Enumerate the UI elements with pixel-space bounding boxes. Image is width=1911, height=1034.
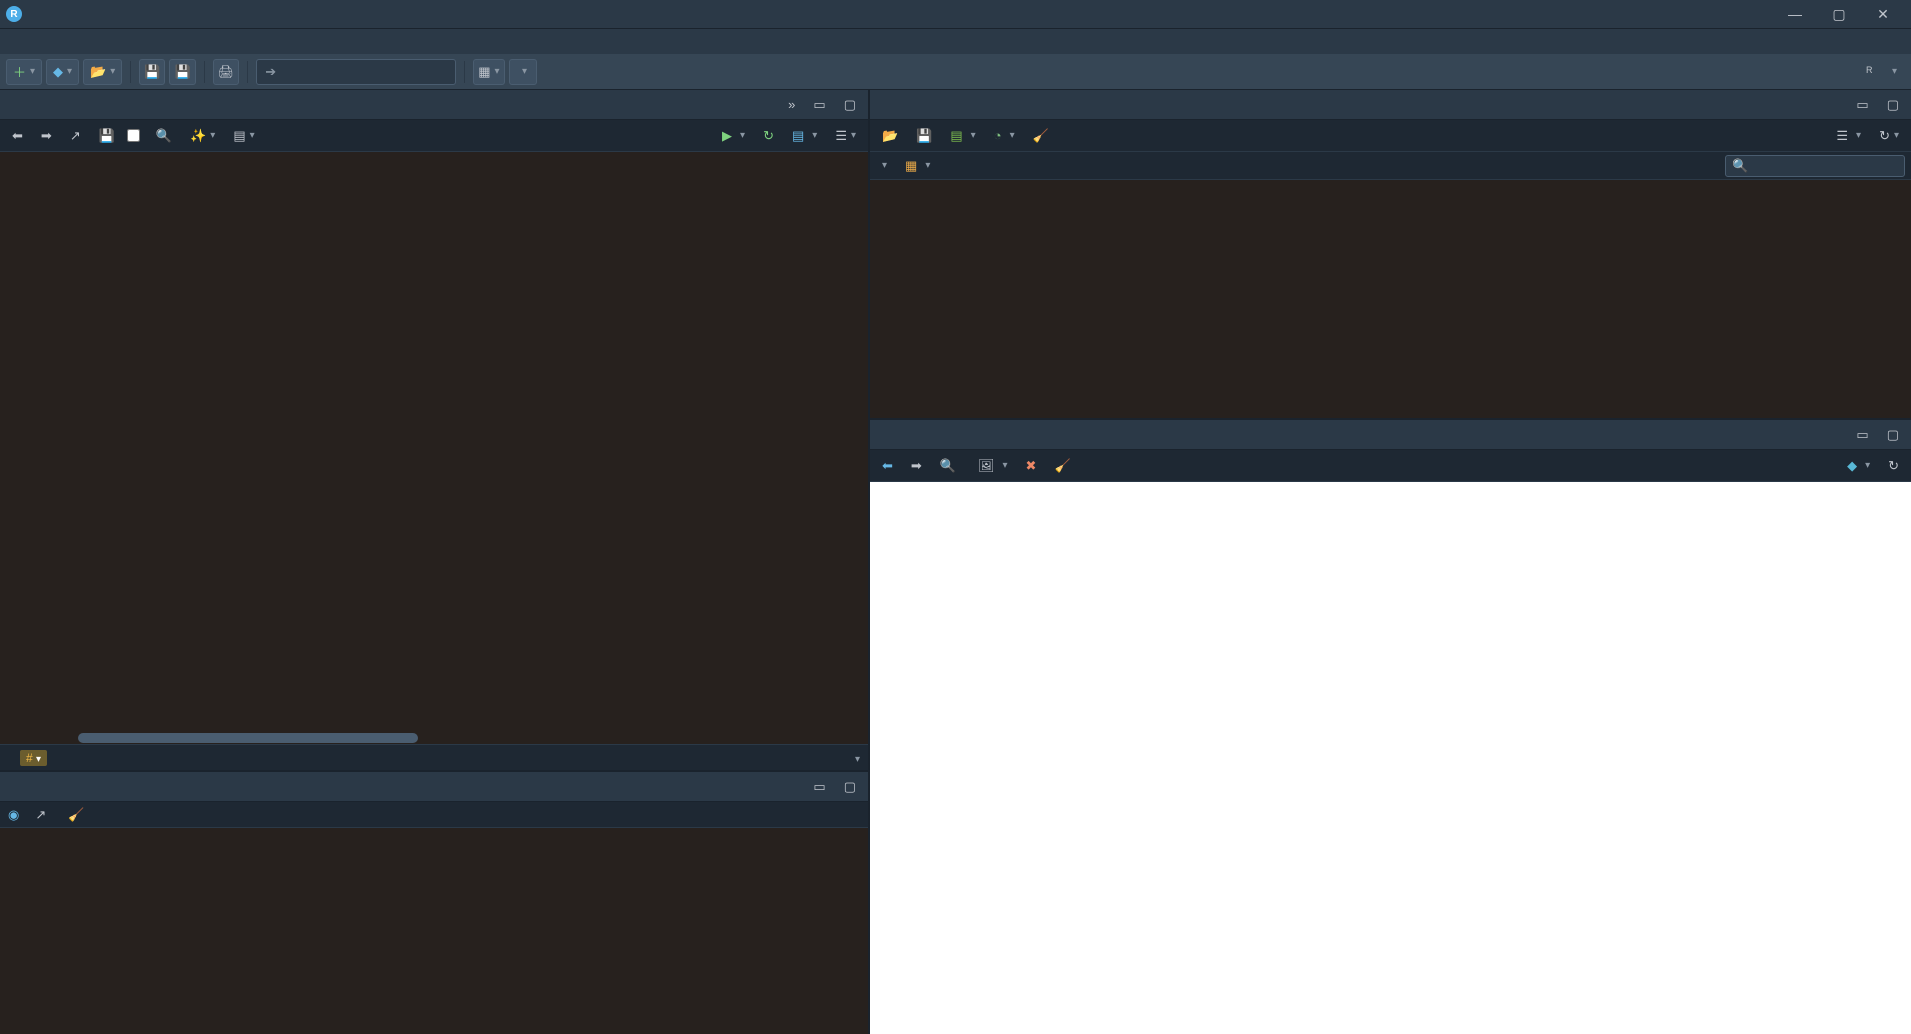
editor-horizontal-scrollbar[interactable] (68, 732, 868, 744)
console-tabs: ▭ ▢ (0, 772, 868, 802)
import-icon: ▤ (950, 128, 962, 144)
app-logo-icon: R (6, 6, 22, 22)
memory-indicator[interactable]: ◔ (988, 124, 1021, 148)
plot-area (870, 482, 1911, 1034)
clear-console-icon[interactable]: 🧹 (62, 803, 90, 827)
save-workspace-icon[interactable]: 💾 (910, 124, 938, 148)
remove-plot-icon[interactable]: ✖ (1020, 454, 1043, 478)
editor-tabs: » ▭ ▢ (0, 90, 868, 120)
load-workspace-icon[interactable]: 📂 (876, 124, 904, 148)
env-toolbar: 📂 💾 ▤ ◔ 🧹 ☰ ↻ (870, 120, 1911, 152)
source-on-save-checkbox[interactable] (127, 129, 144, 142)
maximize-button[interactable]: ▢ (1817, 0, 1861, 28)
save-icon[interactable]: 💾 (93, 124, 121, 148)
source-button[interactable]: ▤ (786, 124, 823, 148)
clear-plots-icon[interactable]: 🧹 (1048, 454, 1076, 478)
publish-icon: ◆ (1847, 458, 1857, 474)
print-button[interactable]: 🖨 (213, 59, 240, 85)
import-dataset-button[interactable]: ▤ (944, 124, 981, 148)
line-gutter (0, 152, 68, 744)
save-button[interactable]: 💾 (139, 59, 165, 85)
globe-icon: ▦ (905, 158, 917, 174)
plot-back-icon[interactable]: ⬅ (876, 454, 899, 478)
plot-forward-icon[interactable]: ➡ (905, 454, 928, 478)
env-maximize-icon[interactable]: ▢ (1881, 93, 1905, 117)
maximize-pane-icon[interactable]: ▢ (838, 93, 862, 117)
view-mode-selector[interactable]: ☰ (1830, 124, 1867, 148)
console-maximize-icon[interactable]: ▢ (838, 775, 862, 799)
section-indicator[interactable]: # ▾ (20, 750, 47, 766)
open-file-button[interactable]: 📂 (83, 59, 122, 85)
notebook-icon[interactable]: ▤ (227, 124, 260, 148)
main-toolbar: ＋ ◆ 📂 💾 💾 🖨 ➔ ▦ R (0, 54, 1911, 90)
env-minimize-icon[interactable]: ▭ (1850, 93, 1874, 117)
close-button[interactable]: ✕ (1861, 0, 1905, 28)
addins-button[interactable] (509, 59, 537, 85)
y-axis-label (878, 506, 908, 1026)
refresh-plot-icon[interactable]: ↻ (1882, 454, 1905, 478)
tab-nav-icon[interactable]: » (782, 93, 801, 117)
code-editor[interactable] (0, 152, 868, 744)
console-minimize-icon[interactable]: ▭ (807, 775, 831, 799)
export-button[interactable]: 🖼 (972, 454, 1014, 478)
language-selector[interactable] (855, 751, 860, 765)
env-scope-bar: ▦ 🔍 (870, 152, 1911, 180)
plot-toolbar: ⬅ ➡ 🔍 🖼 ✖ 🧹 ◆ ↻ (870, 450, 1911, 482)
wand-icon[interactable]: ✨ (184, 124, 221, 148)
save-all-button[interactable]: 💾 (169, 59, 195, 85)
environment-list (870, 180, 1911, 418)
rerun-icon[interactable]: ↻ (757, 124, 780, 148)
pie-icon: ◔ (994, 128, 1002, 143)
find-icon[interactable]: 🔍 (150, 124, 178, 148)
code-area[interactable] (68, 152, 868, 744)
console-output[interactable] (0, 828, 868, 1034)
goto-file-input[interactable]: ➔ (256, 59, 456, 85)
outline-icon[interactable]: ☰ (829, 124, 862, 148)
list-icon: ☰ (1836, 128, 1848, 144)
environment-scope[interactable]: ▦ (899, 154, 936, 178)
env-tabs: ▭ ▢ (870, 90, 1911, 120)
language-scope[interactable] (876, 154, 893, 178)
titlebar: R ― ▢ ✕ (0, 0, 1911, 28)
console-info: ◉ ↗ 🧹 (0, 802, 868, 828)
new-file-button[interactable]: ＋ (6, 59, 42, 85)
minimize-pane-icon[interactable]: ▭ (807, 93, 831, 117)
project-selector[interactable]: R (1858, 65, 1905, 79)
pane-layout-button[interactable]: ▦ (473, 59, 504, 85)
run-arrow-icon: ▶ (722, 128, 732, 144)
popup-icon[interactable]: ↗ (35, 807, 46, 823)
goto-arrow-icon: ➔ (265, 64, 276, 80)
zoom-button[interactable]: 🔍 (934, 454, 966, 478)
editor-toolbar: ⬅ ➡ ↗ 💾 🔍 ✨ ▤ ▶ ↻ ▤ (0, 120, 868, 152)
show-in-new-window-icon[interactable]: ↗ (64, 124, 87, 148)
chart-canvas (908, 506, 1669, 1022)
plot-minimize-icon[interactable]: ▭ (1850, 423, 1874, 447)
plot-maximize-icon[interactable]: ▢ (1881, 423, 1905, 447)
refresh-env-icon[interactable]: ↻ (1873, 124, 1905, 148)
back-icon[interactable]: ⬅ (6, 124, 29, 148)
chart-legend (1669, 506, 1899, 1026)
r-logo-icon: R (1866, 65, 1880, 79)
zoom-icon: 🔍 (940, 458, 956, 474)
plot-tabs: ▭ ▢ (870, 420, 1911, 450)
editor-statusbar: # ▾ (0, 744, 868, 770)
clear-env-icon[interactable]: 🧹 (1027, 124, 1055, 148)
forward-icon[interactable]: ➡ (35, 124, 58, 148)
minimize-button[interactable]: ― (1773, 0, 1817, 28)
menubar (0, 28, 1911, 54)
env-search-input[interactable]: 🔍 (1725, 155, 1905, 177)
publish-button[interactable]: ◆ (1841, 454, 1876, 478)
r-console-icon: ◉ (8, 807, 19, 823)
source-icon: ▤ (792, 128, 804, 144)
run-button[interactable]: ▶ (716, 124, 751, 148)
new-project-button[interactable]: ◆ (46, 59, 79, 85)
export-icon: 🖼 (978, 458, 995, 474)
